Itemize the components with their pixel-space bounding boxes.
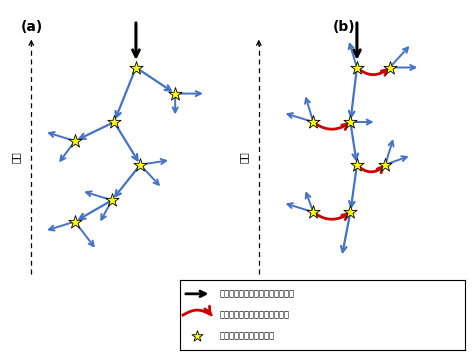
Point	[110, 119, 118, 125]
Text: (a): (a)	[20, 20, 43, 34]
Text: 高度: 高度	[11, 152, 21, 164]
Point	[386, 65, 393, 70]
Point	[353, 65, 361, 70]
Point	[71, 138, 79, 144]
Point	[346, 119, 354, 125]
Point	[310, 119, 317, 125]
Text: 大気原子・分子との衝突: 大気原子・分子との衝突	[220, 332, 275, 341]
Point	[108, 198, 116, 203]
Point	[346, 209, 354, 215]
Point	[353, 162, 361, 167]
Text: 高度: 高度	[238, 152, 248, 164]
Text: 地磁気により跳ね返される効果: 地磁気により跳ね返される効果	[220, 310, 290, 320]
Point	[71, 219, 79, 224]
Point	[132, 65, 140, 70]
Point	[382, 162, 389, 167]
Point	[172, 91, 179, 96]
Point	[193, 333, 201, 339]
Text: 大気に降り込んできた電子の軌跡: 大気に降り込んできた電子の軌跡	[220, 289, 295, 298]
Point	[310, 209, 317, 215]
Point	[137, 162, 144, 167]
Text: (b): (b)	[333, 20, 356, 34]
